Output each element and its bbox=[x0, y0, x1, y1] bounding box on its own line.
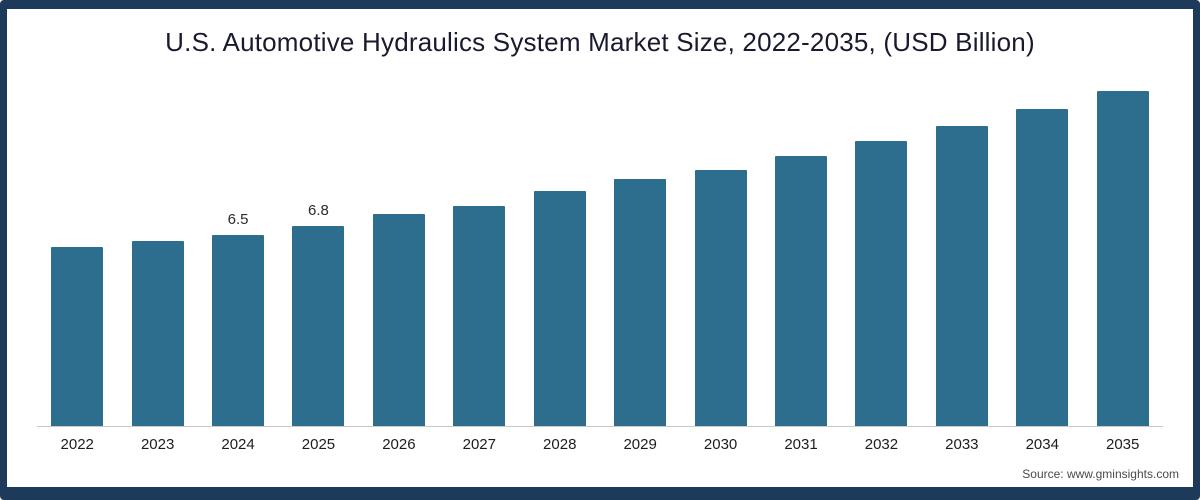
bar-column bbox=[520, 81, 600, 426]
x-axis-label: 2027 bbox=[462, 436, 496, 453]
bars-container: 6.5 6.8 bbox=[37, 81, 1163, 426]
bar-2025 bbox=[292, 226, 345, 426]
x-axis-label: 2034 bbox=[1025, 436, 1059, 453]
bar-2031 bbox=[775, 156, 827, 426]
bar-2034 bbox=[1016, 109, 1069, 426]
bar-column bbox=[37, 81, 117, 426]
x-axis-labels: 2022 2023 2024 2025 2026 2027 2028 2029 2030 2031… bbox=[37, 427, 1163, 453]
bar-column bbox=[359, 81, 439, 426]
x-axis-line bbox=[37, 426, 1163, 427]
x-axis-label: 2032 bbox=[864, 436, 899, 453]
bar-2035 bbox=[1096, 91, 1149, 426]
x-axis-label: 2026 bbox=[382, 436, 416, 453]
bar-value-label: 6.5 bbox=[227, 211, 249, 228]
bar-column bbox=[439, 81, 519, 426]
x-axis-label: 2024 bbox=[221, 436, 255, 453]
chart-title: U.S. Automotive Hydraulics System Market… bbox=[165, 27, 1035, 57]
bar-column bbox=[841, 81, 921, 426]
bar-2027 bbox=[453, 206, 506, 426]
x-axis-label: 2029 bbox=[623, 436, 657, 453]
x-axis-label: 2025 bbox=[301, 436, 336, 453]
bar-2029 bbox=[614, 179, 667, 426]
bar-column bbox=[761, 81, 841, 426]
bar-column: 6.8 bbox=[278, 81, 358, 426]
x-axis-label: 2022 bbox=[60, 436, 94, 453]
x-axis-label: 2031 bbox=[784, 436, 818, 453]
bar-2032 bbox=[855, 141, 908, 426]
bar-value-label: 6.8 bbox=[308, 202, 329, 219]
bar-column bbox=[922, 81, 1002, 426]
bar-2026 bbox=[372, 214, 425, 426]
plot-area: 6.5 6.8 2022 2023 2024 2025 2026 2027 2028 2029 2… bbox=[37, 81, 1163, 453]
x-axis-label: 2033 bbox=[945, 436, 979, 453]
bar-column bbox=[680, 81, 760, 426]
bar-2030 bbox=[694, 170, 747, 426]
bar-column bbox=[600, 81, 680, 426]
x-axis-label: 2030 bbox=[703, 436, 738, 453]
bar-column bbox=[1002, 81, 1082, 426]
bar-2033 bbox=[935, 126, 988, 426]
bar-2028 bbox=[533, 191, 586, 426]
x-axis-label: 2023 bbox=[140, 436, 175, 453]
x-axis-label: 2035 bbox=[1106, 436, 1140, 453]
bar-2024 bbox=[212, 235, 265, 426]
x-axis-label: 2028 bbox=[543, 436, 577, 453]
bar-2023 bbox=[131, 241, 184, 426]
source-text: Source: www.gminsights.com bbox=[1022, 467, 1179, 481]
bar-column: 6.5 bbox=[198, 81, 278, 426]
bar-column bbox=[117, 81, 197, 426]
bar-2022 bbox=[51, 247, 104, 426]
bar-column bbox=[1082, 81, 1162, 426]
